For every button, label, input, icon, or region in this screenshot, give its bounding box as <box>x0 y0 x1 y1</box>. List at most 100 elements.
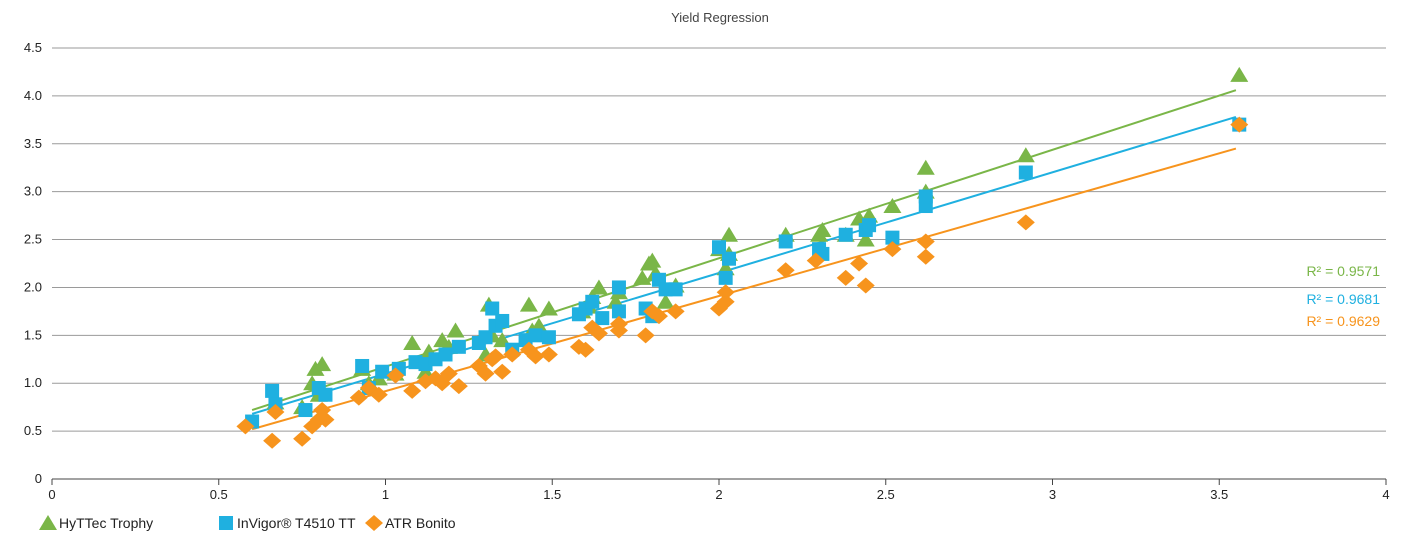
point-square <box>485 301 500 316</box>
point-square <box>611 304 626 319</box>
point-diamond <box>666 303 685 320</box>
r-squared-label: R² = 0.9681 <box>1306 291 1380 307</box>
x-tick-label: 4 <box>1382 487 1389 502</box>
point-diamond <box>716 293 735 310</box>
point-triangle <box>856 231 875 247</box>
point-diamond <box>349 389 368 406</box>
point-triangle <box>1016 147 1035 163</box>
point-square <box>918 199 933 214</box>
point-diamond <box>716 284 735 301</box>
y-tick-label: 4.0 <box>24 88 42 103</box>
point-diamond <box>263 432 282 449</box>
chart-title: Yield Regression <box>671 10 769 25</box>
point-square <box>478 330 493 345</box>
point-square <box>355 358 370 373</box>
point-triangle <box>313 356 332 372</box>
point-triangle <box>813 221 832 237</box>
point-diamond <box>403 382 422 399</box>
point-diamond <box>539 346 558 363</box>
y-tick-label: 0 <box>35 471 42 486</box>
point-triangle <box>643 252 662 268</box>
point-square <box>668 282 683 297</box>
point-square <box>495 313 510 328</box>
point-triangle <box>720 226 739 242</box>
point-diamond <box>476 365 495 382</box>
point-square <box>541 330 556 345</box>
x-tick-label: 2 <box>715 487 722 502</box>
point-diamond <box>856 277 875 294</box>
point-diamond <box>293 430 312 447</box>
legend-marker <box>365 515 383 531</box>
y-tick-label: 1.5 <box>24 327 42 342</box>
x-tick-label: 1.5 <box>543 487 561 502</box>
trendline-diamond <box>251 147 1237 431</box>
point-diamond <box>493 363 512 380</box>
point-square <box>298 403 313 418</box>
point-square <box>838 227 853 242</box>
legend-label: InVigor® T4510 TT <box>237 515 356 531</box>
x-tick-label: 3.5 <box>1210 487 1228 502</box>
point-diamond <box>386 367 405 384</box>
x-tick-label: 0.5 <box>210 487 228 502</box>
point-diamond <box>316 411 335 428</box>
point-square <box>611 280 626 295</box>
y-axis-ticks: 0 0.5 1.0 1.5 2.0 2.5 3.0 3.5 4.0 4.5 <box>24 40 42 486</box>
point-diamond <box>609 315 628 332</box>
point-diamond <box>883 241 902 258</box>
point-square <box>585 294 600 309</box>
point-square <box>528 328 543 343</box>
point-square <box>778 234 793 249</box>
x-tick-label: 2.5 <box>877 487 895 502</box>
point-triangle <box>589 279 608 295</box>
y-tick-label: 3.5 <box>24 136 42 151</box>
point-square <box>438 347 453 362</box>
y-tick-label: 0.5 <box>24 423 42 438</box>
point-triangle <box>633 269 652 285</box>
r-squared-label: R² = 0.9571 <box>1306 263 1380 279</box>
y-tick-label: 1.0 <box>24 375 42 390</box>
point-square <box>595 311 610 326</box>
legend: HyTTec Trophy InVigor® T4510 TT ATR Bonito <box>39 515 456 531</box>
point-diamond <box>850 255 869 272</box>
point-diamond <box>776 262 795 279</box>
point-square <box>375 364 390 379</box>
point-triangle <box>519 296 538 312</box>
y-tick-label: 4.5 <box>24 40 42 55</box>
point-triangle <box>403 334 422 350</box>
x-tick-label: 0 <box>48 487 55 502</box>
r-squared-label: R² = 0.9629 <box>1306 313 1380 329</box>
data-markers <box>236 66 1249 449</box>
y-tick-label: 2.5 <box>24 232 42 247</box>
legend-label: HyTTec Trophy <box>59 515 153 531</box>
point-triangle <box>539 300 558 316</box>
point-triangle <box>883 198 902 214</box>
point-square <box>718 270 733 285</box>
point-square <box>862 218 877 233</box>
point-diamond <box>806 252 825 269</box>
x-tick-label: 3 <box>1049 487 1056 502</box>
legend-marker <box>39 515 57 530</box>
point-square <box>318 387 333 402</box>
point-diamond <box>439 365 458 382</box>
point-diamond <box>636 327 655 344</box>
point-square <box>1018 165 1033 180</box>
point-diamond <box>266 403 285 420</box>
legend-marker <box>219 516 233 530</box>
point-square <box>722 251 737 266</box>
point-diamond <box>649 308 668 325</box>
point-diamond <box>1016 214 1035 231</box>
x-axis-ticks: 0 0.5 1 1.5 2 2.5 3 3.5 4 <box>48 479 1390 502</box>
point-triangle <box>446 322 465 338</box>
point-diamond <box>1230 116 1249 133</box>
point-diamond <box>576 341 595 358</box>
point-diamond <box>526 348 545 365</box>
point-square <box>265 383 280 398</box>
point-diamond <box>369 386 388 403</box>
point-diamond <box>449 378 468 395</box>
point-diamond <box>236 418 255 435</box>
point-diamond <box>916 233 935 250</box>
point-diamond <box>836 269 855 286</box>
point-square <box>885 230 900 245</box>
point-triangle <box>1230 66 1249 82</box>
